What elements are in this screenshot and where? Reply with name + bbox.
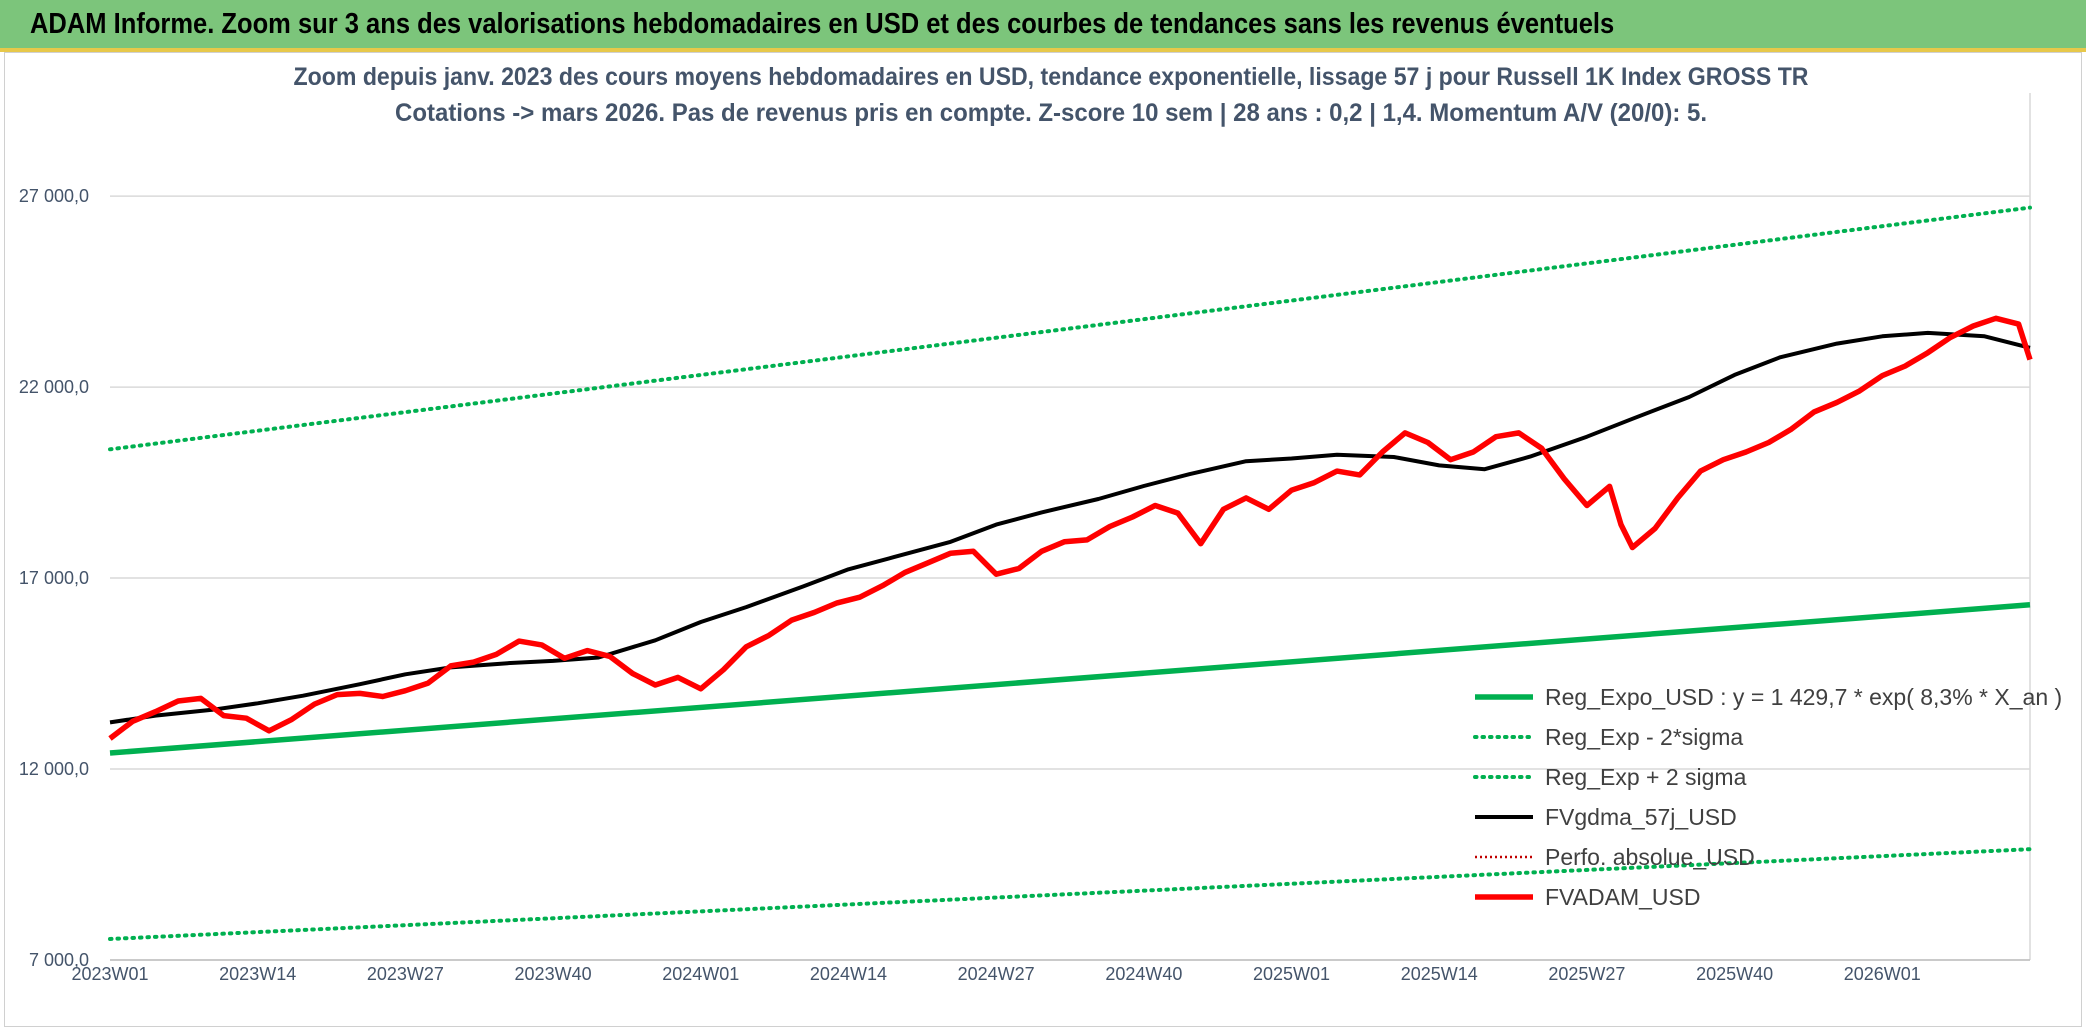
chart-title-line-2: Cotations -> mars 2026. Pas de revenus p… [395,99,1707,127]
x-tick-label: 2023W01 [71,964,148,984]
legend-label-5: Perfo. absolue_USD [1545,844,1755,870]
x-axis-ticks: 2023W01 2023W14 2023W27 2023W40 2024W01 2024W… [71,964,1920,984]
x-tick-label: 2025W14 [1401,964,1478,984]
report-banner: ADAM Informe. Zoom sur 3 ans des valoris… [0,0,2086,52]
series-line-4 [109,330,2031,725]
y-tick-label: 12 000,0 [19,759,89,779]
series-line-6 [108,315,2033,741]
x-tick-label: 2023W14 [219,964,296,984]
x-tick-label: 2024W01 [662,964,739,984]
legend-label-4: FVgdma_57j_USD [1545,804,1737,830]
y-tick-label: 17 000,0 [19,568,89,588]
legend-label-1: Reg_Expo_USD : y = 1 429,7 * exp( 8,3% *… [1545,684,2062,710]
x-tick-label: 2025W27 [1548,964,1625,984]
x-tick-label: 2024W27 [958,964,1035,984]
chart-title-group: Zoom depuis janv. 2023 des cours moyens … [294,63,1809,127]
series-line-2 [108,847,2032,941]
x-tick-label: 2024W14 [810,964,887,984]
grid-lines [110,93,2031,961]
legend-label-3: Reg_Exp + 2 sigma [1545,764,1747,790]
chart-frame: Zoom depuis janv. 2023 des cours moyens … [4,52,2082,1027]
chart-title-line-1: Zoom depuis janv. 2023 des cours moyens … [294,63,1809,91]
x-tick-label: 2023W40 [515,964,592,984]
x-tick-label: 2025W40 [1696,964,1773,984]
x-tick-label: 2025W01 [1253,964,1330,984]
legend: Reg_Expo_USD : y = 1 429,7 * exp( 8,3% *… [1473,684,2062,910]
x-tick-label: 2026W01 [1844,964,1921,984]
y-tick-label: 22 000,0 [19,377,89,397]
series-lines [108,205,2033,941]
x-tick-label: 2024W40 [1105,964,1182,984]
x-tick-label: 2023W27 [367,964,444,984]
y-tick-label: 7 000,0 [29,950,89,970]
series-line-3 [108,205,2032,452]
line-chart: Zoom depuis janv. 2023 des cours moyens … [19,63,2062,984]
series-line-1 [109,602,2031,756]
legend-label-2: Reg_Exp - 2*sigma [1545,724,1743,750]
report-title: ADAM Informe. Zoom sur 3 ans des valoris… [30,8,1615,40]
legend-label-6: FVADAM_USD [1545,884,1701,910]
y-tick-label: 27 000,0 [19,186,89,206]
y-axis-ticks: 7 000,0 12 000,0 17 000,0 22 000,0 27 000,0 [19,186,89,970]
